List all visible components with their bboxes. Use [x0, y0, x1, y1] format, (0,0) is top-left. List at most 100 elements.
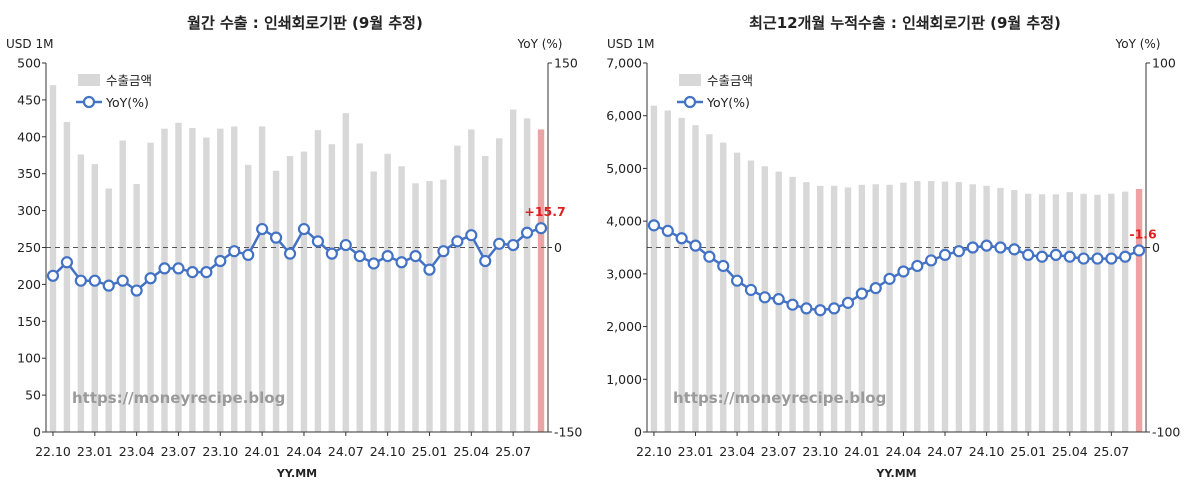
yoy-point — [966, 241, 979, 254]
bar — [189, 127, 196, 432]
yoy-point — [938, 248, 952, 261]
x-tick-label: 24.04 — [886, 444, 922, 459]
bar — [370, 171, 377, 432]
x-tick-label: 23.10 — [202, 444, 238, 459]
y-tick-label: 450 — [17, 92, 41, 107]
yoy-point — [647, 219, 661, 232]
bar — [1080, 193, 1087, 432]
y-tick-label: 350 — [17, 166, 41, 181]
bar — [300, 151, 308, 432]
yoy-point — [952, 245, 965, 258]
legend-line-label: YoY(%) — [105, 95, 149, 110]
yoy-point — [1008, 243, 1021, 256]
chart-1: 월간 수출 : 인쇄회로기판 (9월 추정) USD 1M YoY (%) 0 50 10… — [6, 14, 582, 480]
yoy-point — [88, 274, 101, 287]
bar — [342, 113, 350, 433]
yoy-point — [409, 250, 422, 263]
y2-tick-label: 100 — [1152, 56, 1176, 71]
bar — [1011, 190, 1018, 432]
bar — [678, 117, 685, 432]
bar — [77, 154, 85, 432]
yoy-point — [74, 274, 87, 287]
yoy-point — [841, 296, 855, 309]
last-value-annotation: +15.7 — [524, 204, 565, 219]
bar — [175, 122, 182, 432]
yoy-point — [437, 245, 450, 258]
yoy-point — [60, 256, 74, 269]
x-tick-label: 25.01 — [412, 444, 448, 459]
y-tick-label: 5,000 — [606, 161, 642, 176]
bar — [997, 187, 1004, 432]
y-tick-label: 6,000 — [606, 108, 642, 123]
yoy-point — [534, 222, 548, 235]
y-tick-label: 400 — [17, 129, 41, 144]
bar — [231, 126, 238, 432]
bar — [133, 184, 140, 432]
yoy-point — [172, 262, 185, 275]
y-tick-label: 250 — [17, 240, 41, 255]
bar — [1052, 194, 1060, 432]
bar — [426, 181, 433, 432]
yoy-point — [520, 226, 534, 239]
yoy-point — [269, 231, 283, 244]
yoy-point — [897, 265, 910, 278]
y-axis-unit: USD 1M — [6, 37, 53, 51]
bar — [258, 126, 266, 432]
yoy-point — [242, 248, 255, 261]
bar — [927, 181, 935, 432]
yoy-point — [353, 250, 366, 263]
y2-tick-label: -150 — [554, 425, 582, 440]
x-tick-label: 23.04 — [719, 444, 755, 459]
x-tick-label: 22.10 — [35, 444, 71, 459]
bar — [900, 182, 907, 432]
chart-title: 최근12개월 누적수출 : 인쇄회로기판 (9월 추정) — [749, 14, 1061, 32]
x-tick-label: 24.01 — [844, 444, 880, 459]
bar — [523, 118, 531, 432]
bar — [914, 181, 921, 432]
yoy-point — [423, 263, 436, 276]
watermark-text: https://moneyrecipe.blog — [72, 389, 285, 407]
bar — [495, 138, 503, 432]
bar — [49, 85, 57, 432]
yoy-point — [395, 256, 408, 269]
x-tick-label: 23.04 — [119, 444, 155, 459]
yoy-point — [994, 241, 1007, 254]
x-axis-label: YY.MM — [875, 467, 916, 480]
yoy-point — [911, 259, 924, 273]
x-tick-label: 24.10 — [969, 444, 1005, 459]
yoy-point — [311, 235, 325, 248]
yoy-point — [855, 287, 868, 300]
bar — [1094, 194, 1101, 432]
bar — [440, 179, 447, 432]
yoy-point — [200, 266, 213, 279]
yoy-point — [465, 229, 478, 242]
yoy-point — [1091, 252, 1104, 265]
bar — [650, 105, 658, 432]
x-tick-label: 24.04 — [286, 444, 322, 459]
y-tick-label: 0 — [634, 425, 642, 440]
yoy-point — [828, 302, 841, 315]
yoy-point — [46, 269, 60, 282]
x-tick-label: 23.07 — [761, 444, 797, 459]
legend-bar-swatch — [78, 74, 100, 86]
x-tick-label: 24.07 — [328, 444, 364, 459]
yoy-point — [703, 250, 716, 263]
bar — [941, 181, 949, 432]
yoy-point — [325, 247, 338, 260]
bar — [161, 128, 168, 432]
bar — [217, 128, 224, 432]
yoy-point — [717, 259, 730, 273]
x-tick-label: 25.07 — [1093, 444, 1129, 459]
chart-title: 월간 수출 : 인쇄회로기판 (9월 추정) — [187, 14, 423, 32]
y-tick-label: 4,000 — [606, 214, 642, 229]
bar — [454, 145, 461, 432]
bar — [1122, 191, 1129, 432]
x-tick-label: 23.01 — [77, 444, 113, 459]
y2-tick-label: -100 — [1152, 425, 1180, 440]
yoy-point — [493, 237, 506, 250]
bar — [482, 155, 489, 432]
bar — [398, 166, 405, 432]
bar — [412, 183, 419, 432]
